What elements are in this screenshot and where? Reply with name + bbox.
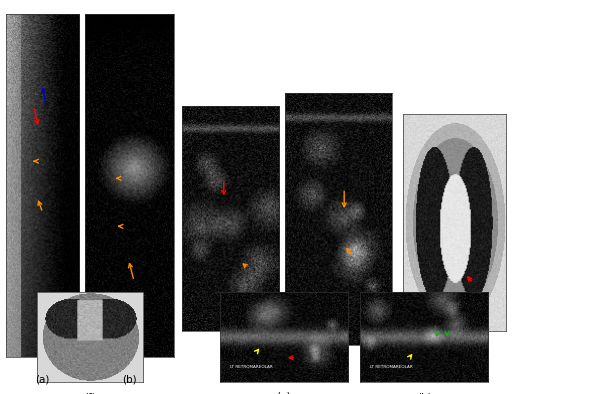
Text: (g): (g) <box>276 392 291 394</box>
Text: (b): (b) <box>123 374 137 384</box>
Text: (c): (c) <box>224 349 237 359</box>
Text: LT RETROMAREOLAR: LT RETROMAREOLAR <box>230 366 273 370</box>
Text: (a): (a) <box>35 374 50 384</box>
Text: LT RETROMAREOLAR: LT RETROMAREOLAR <box>370 366 413 370</box>
Text: (d): (d) <box>332 362 346 372</box>
Text: (h): (h) <box>417 392 431 394</box>
Text: (e): (e) <box>447 349 462 359</box>
Text: (f): (f) <box>84 392 96 394</box>
